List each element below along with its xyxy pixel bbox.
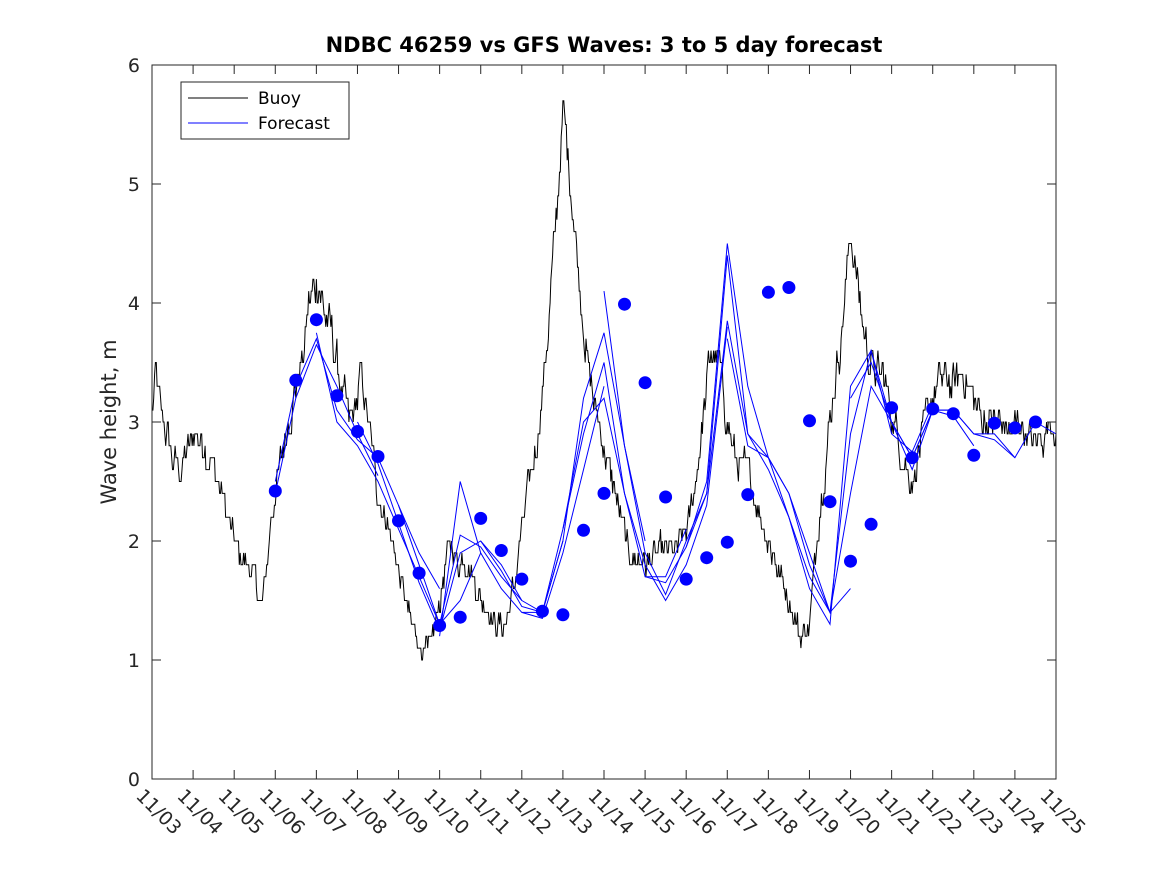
forecast-run-line-13 bbox=[726, 338, 893, 615]
forecast-run-line-9 bbox=[562, 326, 728, 602]
forecast-marker bbox=[515, 572, 529, 586]
forecast-marker bbox=[864, 517, 878, 531]
forecast-marker bbox=[351, 425, 364, 438]
forecast-marker bbox=[309, 313, 323, 327]
forecast-marker bbox=[371, 450, 385, 463]
forecast-marker bbox=[1008, 421, 1022, 435]
forecast-marker bbox=[453, 610, 467, 624]
forecast-marker bbox=[946, 407, 960, 421]
y-tick-label: 5 bbox=[128, 174, 140, 196]
forecast-marker bbox=[597, 486, 611, 500]
forecast-marker bbox=[330, 389, 344, 403]
forecast-marker bbox=[741, 488, 755, 502]
forecast-marker bbox=[535, 604, 549, 618]
forecast-marker bbox=[967, 448, 981, 462]
legend: Buoy Forecast bbox=[180, 81, 350, 140]
legend-forecast-label: Forecast bbox=[258, 114, 330, 134]
legend-box bbox=[180, 81, 350, 140]
y-axis-label: Wave height, m bbox=[97, 339, 121, 504]
forecast-marker bbox=[905, 451, 919, 465]
forecast-marker bbox=[926, 402, 940, 416]
forecast-run-line-11 bbox=[644, 243, 810, 584]
forecast-marker bbox=[823, 495, 837, 509]
forecast-marker bbox=[782, 281, 796, 294]
forecast-marker bbox=[268, 484, 282, 498]
forecast-marker bbox=[392, 514, 405, 528]
forecast-run-line-2 bbox=[274, 337, 441, 589]
forecast-marker bbox=[700, 551, 714, 565]
y-tick-label: 3 bbox=[128, 412, 140, 434]
y-tick-label: 0 bbox=[128, 769, 140, 791]
series-layer bbox=[152, 100, 1057, 661]
forecast-run-line-5 bbox=[398, 505, 564, 627]
forecast-marker bbox=[803, 414, 816, 428]
forecast-marker bbox=[1029, 415, 1042, 429]
forecast-marker bbox=[494, 544, 508, 557]
forecast-marker bbox=[761, 285, 775, 299]
forecast-run-line-1 bbox=[274, 343, 379, 494]
forecast-marker bbox=[659, 490, 673, 504]
forecast-marker bbox=[474, 511, 488, 525]
forecast-run-line-10 bbox=[603, 255, 769, 596]
forecast-marker bbox=[577, 523, 590, 537]
plot-area bbox=[152, 65, 1056, 779]
forecast-marker bbox=[720, 535, 734, 549]
y-tick-label: 2 bbox=[128, 531, 140, 553]
y-tick-label: 6 bbox=[128, 55, 140, 77]
forecast-run-line-17 bbox=[891, 409, 1057, 471]
legend-buoy-label: Buoy bbox=[258, 89, 301, 109]
forecast-marker bbox=[885, 401, 899, 415]
forecast-marker bbox=[556, 608, 570, 622]
forecast-marker bbox=[412, 566, 426, 580]
forecast-marker bbox=[679, 572, 693, 586]
forecast-marker bbox=[638, 376, 652, 390]
buoy-series-line bbox=[152, 100, 1057, 661]
forecast-marker bbox=[618, 297, 631, 311]
forecast-run-line-3 bbox=[315, 332, 482, 626]
forecast-run-line-7 bbox=[480, 332, 646, 614]
y-tick-label: 4 bbox=[128, 293, 140, 315]
forecast-marker bbox=[433, 619, 447, 632]
forecast-marker bbox=[844, 554, 857, 568]
forecast-marker bbox=[987, 416, 1001, 430]
y-tick-label: 1 bbox=[128, 650, 140, 672]
chart-title: NDBC 46259 vs GFS Waves: 3 to 5 day fore… bbox=[326, 33, 883, 57]
forecast-marker bbox=[289, 373, 303, 387]
forecast-run-line-8 bbox=[521, 362, 687, 613]
